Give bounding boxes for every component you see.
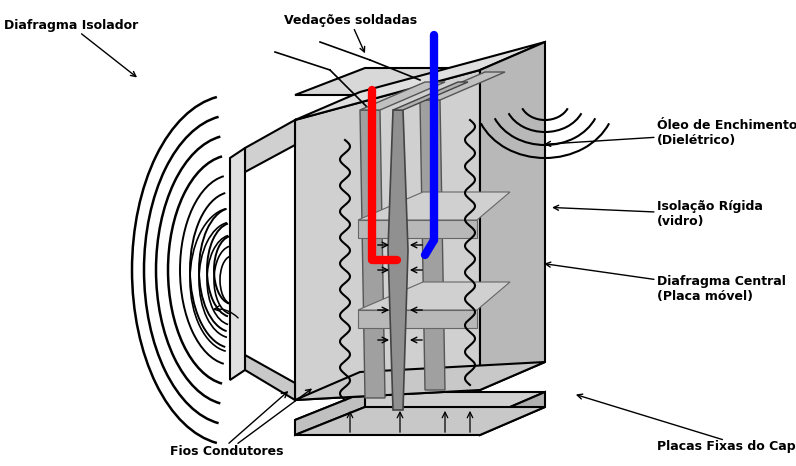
Polygon shape — [230, 148, 245, 380]
Text: Diafragma Central
(Placa móvel): Diafragma Central (Placa móvel) — [545, 262, 786, 303]
Polygon shape — [295, 70, 480, 400]
Text: Óleo de Enchimento
(Dielétrico): Óleo de Enchimento (Dielétrico) — [545, 119, 796, 147]
Polygon shape — [360, 82, 445, 110]
Polygon shape — [245, 120, 295, 172]
Polygon shape — [295, 42, 545, 120]
Text: Diafragma Isolador: Diafragma Isolador — [4, 19, 139, 76]
Polygon shape — [393, 82, 468, 110]
Polygon shape — [358, 192, 510, 220]
Polygon shape — [358, 282, 510, 310]
Polygon shape — [295, 392, 365, 435]
Polygon shape — [295, 407, 545, 435]
Polygon shape — [295, 68, 545, 95]
Polygon shape — [245, 355, 295, 400]
Polygon shape — [480, 392, 545, 435]
Polygon shape — [480, 42, 545, 390]
Polygon shape — [295, 362, 545, 400]
Polygon shape — [295, 392, 545, 420]
Polygon shape — [360, 110, 385, 398]
Polygon shape — [420, 100, 445, 390]
Polygon shape — [358, 220, 477, 238]
Text: Isolação Rígida
(vidro): Isolação Rígida (vidro) — [553, 200, 763, 228]
Polygon shape — [388, 110, 408, 410]
Text: Placas Fixas do Capacitor: Placas Fixas do Capacitor — [577, 394, 796, 453]
Text: Vedações soldadas: Vedações soldadas — [283, 14, 417, 52]
Text: Fios Condutores: Fios Condutores — [170, 390, 311, 458]
Polygon shape — [420, 72, 505, 100]
Polygon shape — [358, 310, 477, 328]
